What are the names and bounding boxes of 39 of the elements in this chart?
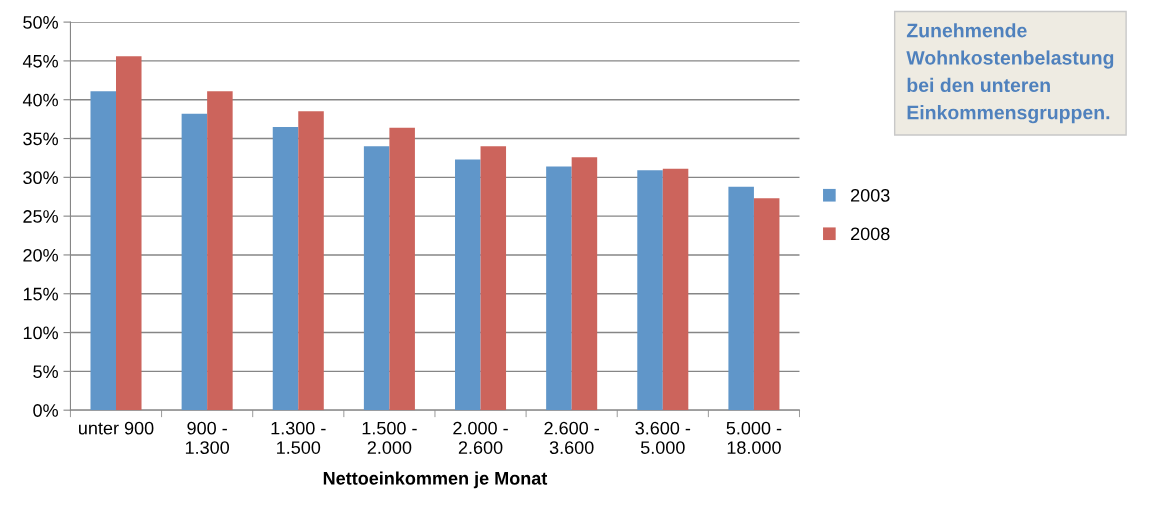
bar [363, 146, 390, 411]
y-tick-label: 45% [22, 54, 58, 68]
y-tick-label: 40% [22, 93, 58, 107]
bar [662, 168, 689, 411]
x-tick-label: 2.600 - 3.600 [544, 421, 599, 454]
text: Zunehmende Wohnkostenbelastung bei den unteren Einkommensgruppen. [906, 23, 1114, 124]
y-tick-label: 0% [33, 404, 58, 417]
bar [181, 113, 208, 411]
bar [571, 157, 598, 411]
x-tick-label: 2.000 - 2.600 [453, 421, 508, 454]
y-tick-label: 15% [23, 287, 58, 301]
y-tick-label: 20% [23, 248, 58, 262]
x-tick-label: unter 900 [79, 421, 154, 435]
x-tick-label: 1.300 - 1.500 [271, 421, 326, 454]
bar [272, 126, 299, 411]
x-tick-label: 3.600 - 5.000 [635, 421, 691, 454]
y-tick-label: 50% [23, 16, 58, 29]
bar [389, 127, 415, 411]
bar [637, 170, 663, 411]
x-tick-label: 1.500 - 2.000 [362, 421, 417, 454]
bar [728, 186, 754, 411]
bar [546, 166, 572, 411]
legend-label: 2008 [851, 227, 890, 241]
y-tick-label: 10% [23, 326, 58, 340]
y-tick-label: 30% [23, 171, 58, 185]
bar [455, 159, 481, 411]
y-tick-label: 5% [33, 365, 58, 379]
bar [298, 111, 324, 411]
bar [480, 146, 507, 411]
bar [753, 198, 780, 411]
x-tick-label: 5.000 - 18.000 [726, 421, 782, 454]
legend-label: 2003 [851, 188, 890, 202]
bar [116, 56, 142, 411]
bar [90, 91, 117, 411]
bar [207, 91, 233, 411]
x-axis-title: Nettoeinkommen je Monat [323, 471, 548, 489]
y-tick-label: 25% [23, 210, 58, 223]
x-tick-label: 900 - 1.300 [185, 421, 230, 454]
y-tick-label: 35% [23, 132, 58, 146]
